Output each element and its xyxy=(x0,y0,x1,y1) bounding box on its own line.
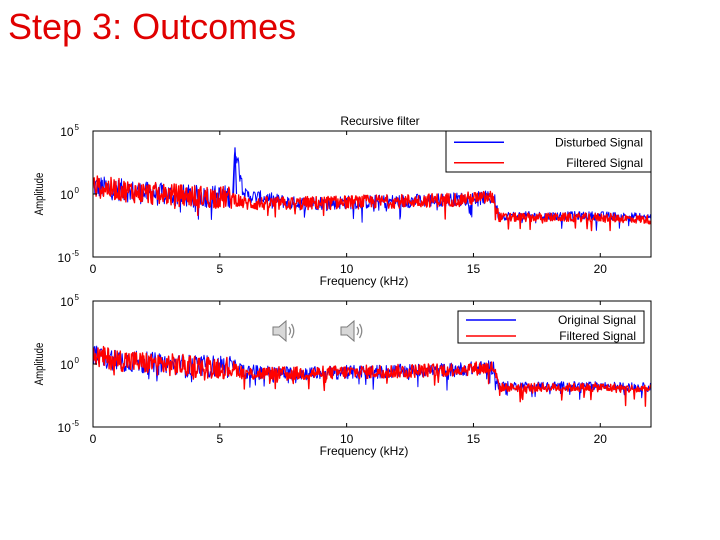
x-axis-label: Frequency (kHz) xyxy=(320,274,409,288)
legend-label: Original Signal xyxy=(558,313,636,327)
y-tick-label: 10-5 xyxy=(58,419,80,435)
legend-label: Filtered Signal xyxy=(559,329,636,343)
legend-box xyxy=(445,130,652,173)
y-axis-label: Amplitude xyxy=(33,173,46,216)
y-tick-label: 100 xyxy=(60,356,79,372)
speaker-icon-glyph xyxy=(272,319,295,343)
y-tick-label: 10-5 xyxy=(58,249,80,265)
x-tick-label: 10 xyxy=(340,432,354,446)
x-tick-label: 5 xyxy=(216,262,223,276)
x-tick-label: 15 xyxy=(467,262,481,276)
y-tick-label: 100 xyxy=(60,186,79,202)
speaker-icon[interactable] xyxy=(338,316,368,346)
x-tick-label: 5 xyxy=(216,432,223,446)
x-tick-label: 10 xyxy=(340,262,354,276)
x-axis-label: Frequency (kHz) xyxy=(320,444,409,458)
legend: Disturbed Signal Filtered Signal xyxy=(445,130,652,173)
x-tick-label: 0 xyxy=(90,262,97,276)
x-tick-label: 15 xyxy=(467,432,481,446)
y-tick-label: 105 xyxy=(60,123,79,139)
speaker-icon[interactable] xyxy=(270,316,300,346)
legend-box xyxy=(457,310,645,344)
chart-panel-1: 0 5 10 15 20 105 100 10-5 Recursive filter Freque… xyxy=(33,114,652,288)
x-tick-label: 20 xyxy=(594,262,608,276)
legend: Original Signal Filtered Signal xyxy=(457,310,645,344)
chart-title: Recursive filter xyxy=(340,114,419,128)
slide-title: Step 3: Outcomes xyxy=(8,6,297,47)
legend-label: Disturbed Signal xyxy=(555,135,643,149)
chart-panel-2: 0 5 10 15 20 105 100 10-5 Frequency (kHz) Amplitu… xyxy=(33,293,652,458)
legend-label: Filtered Signal xyxy=(566,156,643,170)
y-tick-label: 105 xyxy=(60,293,79,309)
series-line xyxy=(93,175,651,232)
speaker-icon-glyph xyxy=(340,319,363,343)
series-line xyxy=(93,345,651,407)
series-spike xyxy=(232,147,238,195)
x-tick-label: 0 xyxy=(90,432,97,446)
y-axis-label: Amplitude xyxy=(33,343,46,386)
x-tick-label: 20 xyxy=(594,432,608,446)
